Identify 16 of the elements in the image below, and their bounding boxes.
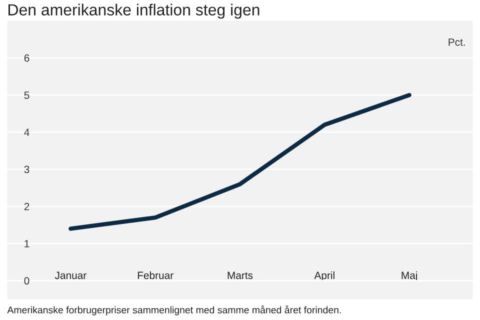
x-tick-label: Februar: [138, 271, 174, 280]
y-tick-label: 6: [24, 54, 30, 62]
y-tick-label: 4: [24, 128, 30, 136]
y-tick-label: 5: [24, 92, 30, 99]
chart-title: Den amerikanske inflation steg igen: [8, 4, 260, 19]
text: Amerikanske forbrugerpriser sammenlignet med samme måned året forinden.: [7, 305, 341, 316]
y-tick-label: 2: [24, 202, 30, 210]
y-tick-label: 1: [24, 240, 30, 248]
y-axis-title: Pct.: [448, 38, 465, 46]
x-tick-label: Marts: [228, 272, 253, 280]
y-tick-label: 3: [24, 166, 30, 174]
x-tick-label: April: [314, 271, 334, 282]
y-tick-label: 0: [24, 277, 30, 285]
x-tick-label: Januar: [54, 272, 86, 280]
x-tick-label: Maj: [402, 271, 417, 282]
line-series: [68, 92, 412, 231]
